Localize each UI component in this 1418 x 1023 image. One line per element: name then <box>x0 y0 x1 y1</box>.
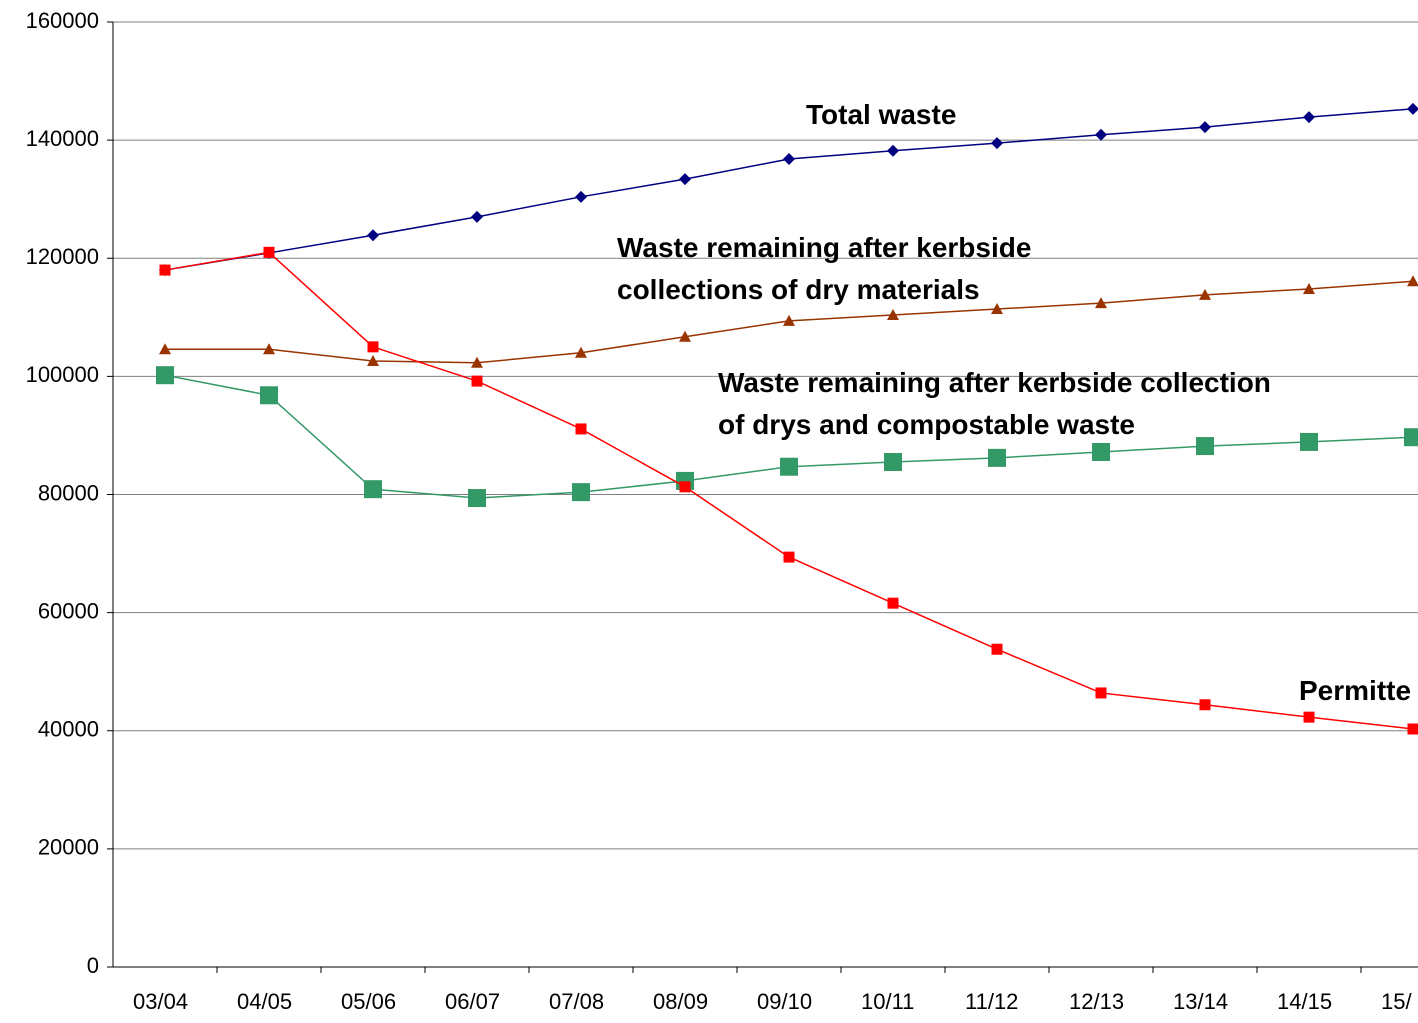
y-tick-label: 120000 <box>26 244 99 269</box>
marker <box>1199 121 1211 134</box>
annotation: collections of dry materials <box>617 274 980 305</box>
marker <box>1092 442 1110 461</box>
marker <box>367 355 379 367</box>
marker <box>367 229 379 242</box>
y-tick-label: 100000 <box>26 362 99 387</box>
y-tick-label: 140000 <box>26 126 99 151</box>
marker <box>679 330 691 342</box>
x-tick-label: 12/13 <box>1069 989 1124 1014</box>
marker <box>468 489 486 508</box>
y-tick-label: 160000 <box>26 8 99 33</box>
marker <box>1404 428 1418 447</box>
marker <box>575 423 587 435</box>
marker <box>471 375 483 387</box>
x-tick-label: 09/10 <box>757 989 812 1014</box>
annotation: Total waste <box>806 99 956 130</box>
marker <box>988 448 1006 467</box>
marker <box>471 356 483 368</box>
x-tick-label: 04/05 <box>237 989 292 1014</box>
marker <box>1407 102 1418 115</box>
marker <box>575 346 587 358</box>
marker <box>572 483 590 502</box>
marker <box>679 173 691 186</box>
marker <box>1199 699 1211 711</box>
annotation: Waste remaining after kerbside <box>617 232 1031 263</box>
x-tick-label: 15/ <box>1381 989 1412 1014</box>
marker <box>1095 128 1107 141</box>
x-tick-label: 13/14 <box>1173 989 1228 1014</box>
y-tick-label: 60000 <box>38 598 99 623</box>
marker <box>367 341 379 353</box>
annotation: of drys and compostable waste <box>718 409 1135 440</box>
marker <box>263 343 275 355</box>
marker <box>1303 711 1315 723</box>
marker <box>260 386 278 405</box>
marker <box>1303 111 1315 124</box>
marker <box>991 303 1003 315</box>
y-tick-label: 20000 <box>38 835 99 860</box>
x-tick-label: 03/04 <box>133 989 188 1014</box>
marker <box>780 457 798 476</box>
marker <box>1407 275 1418 287</box>
marker <box>159 264 171 276</box>
marker <box>991 643 1003 655</box>
marker <box>471 210 483 223</box>
marker <box>1303 282 1315 294</box>
x-tick-label: 08/09 <box>653 989 708 1014</box>
marker <box>1095 297 1107 309</box>
x-tick-label: 05/06 <box>341 989 396 1014</box>
marker <box>1407 723 1418 735</box>
annotation: Waste remaining after kerbside collectio… <box>718 367 1271 398</box>
marker <box>1196 437 1214 456</box>
marker <box>159 343 171 355</box>
marker <box>991 137 1003 150</box>
marker <box>887 597 899 609</box>
marker <box>575 190 587 203</box>
x-tick-label: 10/11 <box>861 989 914 1014</box>
y-tick-label: 40000 <box>38 717 99 742</box>
x-tick-label: 07/08 <box>549 989 604 1014</box>
marker <box>364 480 382 499</box>
marker <box>884 453 902 472</box>
marker <box>783 314 795 326</box>
marker <box>783 153 795 166</box>
marker <box>1095 687 1107 699</box>
x-tick-label: 06/07 <box>445 989 500 1014</box>
annotation: Permitte <box>1299 675 1411 706</box>
x-tick-label: 14/15 <box>1277 989 1332 1014</box>
x-tick-label: 11/12 <box>965 989 1018 1014</box>
marker <box>679 481 691 493</box>
marker <box>156 366 174 385</box>
marker <box>887 308 899 320</box>
y-tick-label: 80000 <box>38 480 99 505</box>
marker <box>263 246 275 258</box>
marker <box>1300 432 1318 451</box>
marker <box>783 551 795 563</box>
marker <box>887 144 899 157</box>
marker <box>1199 288 1211 300</box>
y-tick-label: 0 <box>87 953 99 978</box>
